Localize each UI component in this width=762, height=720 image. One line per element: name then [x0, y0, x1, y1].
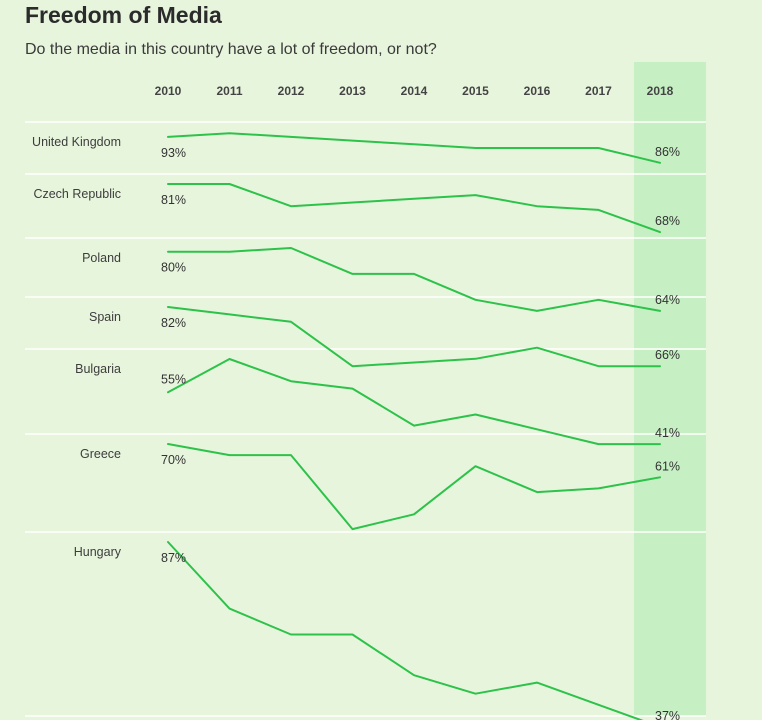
country-label: Bulgaria: [75, 362, 121, 376]
end-value-label: 66%: [655, 348, 680, 362]
year-label-2014: 2014: [401, 84, 428, 98]
start-value-label: 87%: [161, 551, 186, 565]
series-line: [167, 358, 661, 446]
year-label-2011: 2011: [216, 84, 242, 98]
country-label: Spain: [89, 310, 121, 324]
country-label: United Kingdom: [32, 135, 121, 149]
series-line: [167, 306, 661, 368]
country-label: Poland: [82, 251, 121, 265]
end-value-label: 86%: [655, 145, 680, 159]
end-value-label: 37%: [655, 709, 680, 720]
start-value-label: 82%: [161, 316, 186, 330]
country-label: Czech Republic: [33, 187, 121, 201]
start-value-label: 93%: [161, 146, 186, 160]
year-label-2015: 2015: [462, 84, 489, 98]
year-label-2018: 2018: [647, 84, 674, 98]
end-value-label: 64%: [655, 293, 680, 307]
series-line: [167, 541, 644, 720]
year-label-2010: 2010: [155, 84, 182, 98]
start-value-label: 81%: [161, 193, 186, 207]
year-label-2012: 2012: [278, 84, 305, 98]
series-line: [167, 183, 661, 234]
series-line: [167, 132, 661, 164]
year-label-2016: 2016: [524, 84, 551, 98]
start-value-label: 80%: [161, 261, 186, 275]
chart-subtitle: Do the media in this country have a lot …: [25, 41, 437, 58]
chart-title: Freedom of Media: [25, 2, 222, 28]
end-value-label: 68%: [655, 214, 680, 228]
year-label-2013: 2013: [339, 84, 366, 98]
country-label: Greece: [80, 447, 121, 461]
series-line: [167, 443, 661, 531]
start-value-label: 70%: [161, 453, 186, 467]
series-line: [167, 247, 661, 312]
end-value-label: 61%: [655, 459, 680, 473]
end-value-label: 41%: [655, 426, 680, 440]
highlight-column: [634, 62, 706, 716]
country-label: Hungary: [74, 545, 122, 559]
year-label-2017: 2017: [585, 84, 612, 98]
start-value-label: 55%: [161, 372, 186, 386]
